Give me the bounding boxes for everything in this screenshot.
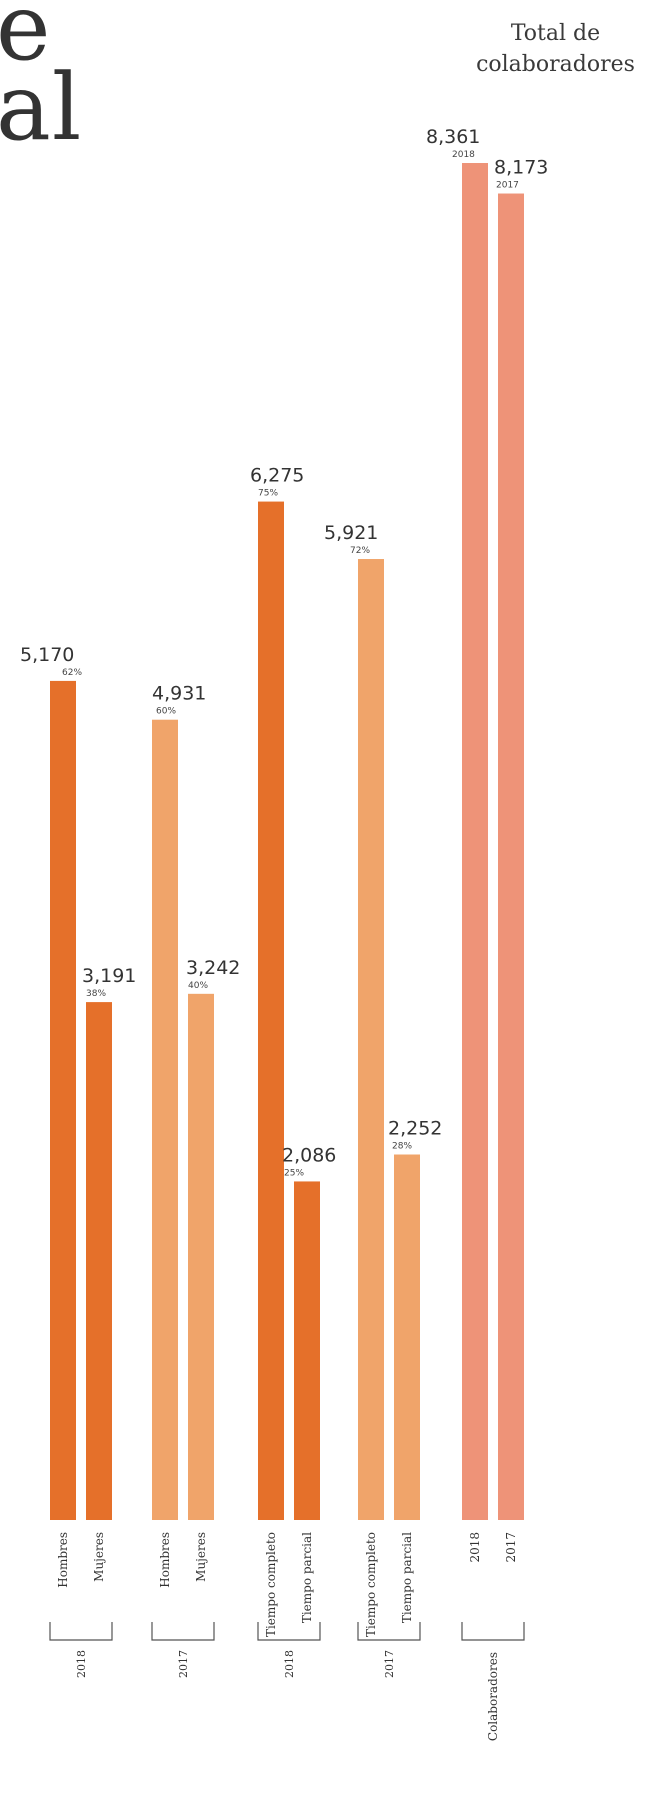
bar-value-label: 8,173 bbox=[494, 157, 548, 179]
bar-value-label: 8,361 bbox=[426, 126, 480, 148]
category-label: Mujeres bbox=[194, 1532, 208, 1582]
group-bracket bbox=[257, 1622, 321, 1641]
group-label: Colaboradores bbox=[486, 1652, 500, 1741]
group-bracket bbox=[49, 1622, 113, 1641]
bar bbox=[86, 1002, 112, 1520]
group-label: 2018 bbox=[75, 1650, 88, 1678]
group-label: 2018 bbox=[283, 1650, 296, 1678]
title-fragment-bottom: al bbox=[0, 54, 83, 161]
category-label: 2018 bbox=[468, 1532, 482, 1563]
bar-value-label: 4,931 bbox=[152, 683, 206, 705]
bar bbox=[394, 1154, 420, 1520]
group-label: 2017 bbox=[383, 1650, 396, 1678]
bar-value-label: 5,921 bbox=[324, 522, 378, 544]
bar bbox=[462, 163, 488, 1520]
group-bracket bbox=[151, 1622, 215, 1641]
title-fragment-top: e bbox=[0, 0, 52, 81]
group-bracket bbox=[357, 1622, 421, 1641]
bar-sub-label: 72% bbox=[350, 546, 370, 556]
bar bbox=[152, 719, 178, 1520]
category-label: 2017 bbox=[504, 1532, 518, 1563]
group-label: 2017 bbox=[177, 1650, 190, 1678]
bar-value-label: 2,086 bbox=[282, 1144, 336, 1166]
bar bbox=[294, 1181, 320, 1520]
category-label: Tiempo completo bbox=[364, 1532, 378, 1637]
bar-value-label: 3,191 bbox=[82, 965, 136, 987]
bar-sub-label: 62% bbox=[62, 668, 82, 678]
bar bbox=[188, 993, 214, 1520]
bar-sub-label: 28% bbox=[392, 1142, 412, 1152]
bar-sub-label: 40% bbox=[188, 981, 208, 991]
bar-value-label: 2,252 bbox=[388, 1118, 442, 1140]
total-label-line1: Total de bbox=[510, 21, 601, 46]
category-label: Tiempo completo bbox=[264, 1532, 278, 1637]
group-bracket bbox=[461, 1622, 525, 1641]
category-label: Tiempo parcial bbox=[300, 1532, 314, 1623]
bar bbox=[498, 193, 524, 1520]
bar-value-label: 6,275 bbox=[250, 465, 304, 487]
bar bbox=[358, 559, 384, 1520]
bar-sub-label: 2017 bbox=[496, 181, 519, 191]
total-colaboradores-label: Total de colaboradores bbox=[448, 18, 663, 80]
bar bbox=[50, 680, 76, 1520]
bar-sub-label: 38% bbox=[86, 989, 106, 999]
bar-value-label: 3,242 bbox=[186, 957, 240, 979]
category-label: Hombres bbox=[158, 1532, 172, 1588]
bar-sub-label: 60% bbox=[156, 707, 176, 717]
bar-sub-label: 2018 bbox=[452, 150, 475, 160]
bar-value-label: 5,170 bbox=[20, 644, 74, 666]
category-label: Tiempo parcial bbox=[400, 1532, 414, 1623]
bar bbox=[258, 501, 284, 1520]
category-label: Mujeres bbox=[92, 1532, 106, 1582]
total-label-line2: colaboradores bbox=[476, 52, 635, 77]
bar-sub-label: 25% bbox=[284, 1168, 304, 1178]
category-label: Hombres bbox=[56, 1532, 70, 1588]
bar-sub-label: 75% bbox=[258, 489, 278, 499]
